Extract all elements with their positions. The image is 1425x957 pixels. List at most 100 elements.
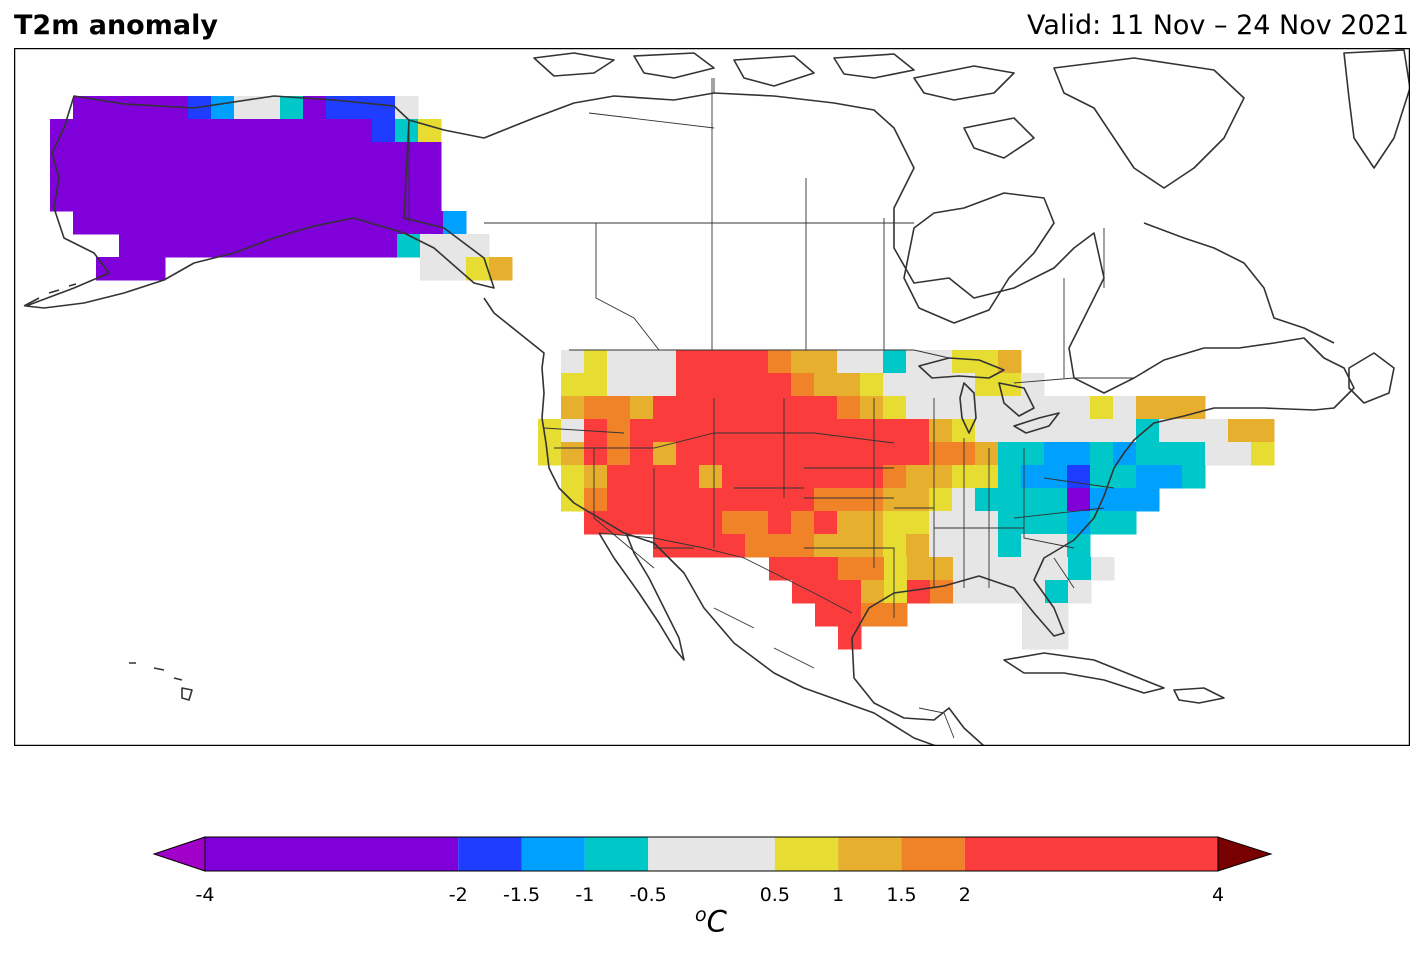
- anomaly-cell: [699, 373, 723, 397]
- anomaly-cell: [280, 119, 304, 143]
- anomaly-cell: [653, 465, 677, 489]
- anomaly-cell: [975, 465, 999, 489]
- anomaly-cell: [653, 419, 677, 443]
- anomaly-cell: [906, 373, 930, 397]
- anomaly-cell: [397, 234, 421, 258]
- valid-period: Valid: 11 Nov – 24 Nov 2021: [1027, 10, 1409, 41]
- anomaly-cell: [860, 373, 884, 397]
- anomaly-cell: [561, 419, 585, 443]
- lake-superior: [918, 357, 1005, 379]
- anomaly-cell: [234, 188, 258, 212]
- anomaly-cell: [1045, 557, 1069, 581]
- anomaly-cell: [860, 396, 884, 420]
- anomaly-cell: [860, 465, 884, 489]
- anomaly-cell: [1067, 534, 1091, 558]
- anomaly-cell: [630, 350, 654, 374]
- anomaly-cell: [722, 373, 746, 397]
- anomaly-cell: [929, 373, 953, 397]
- anomaly-cell: [999, 557, 1023, 581]
- units-degree: o: [695, 904, 707, 926]
- hudson-bay-coastline: [903, 192, 1055, 324]
- anomaly-cell: [930, 580, 954, 604]
- anomaly-cell: [443, 234, 467, 258]
- anomaly-cell: [326, 234, 350, 258]
- anomaly-cell: [975, 350, 999, 374]
- colorbar-tick-label: 0.5: [759, 884, 790, 906]
- anomaly-cell: [280, 234, 304, 258]
- anomaly-cell: [142, 96, 166, 120]
- anomaly-cell: [257, 211, 281, 235]
- anomaly-cell: [1067, 511, 1091, 535]
- anomaly-cell: [699, 511, 723, 535]
- colorbar: [152, 836, 1273, 872]
- anomaly-cell: [838, 626, 862, 650]
- anomaly-cell: [1113, 488, 1137, 512]
- anomaly-cell: [1228, 419, 1252, 443]
- anomaly-cell: [1113, 465, 1137, 489]
- anomaly-cell: [1251, 419, 1275, 443]
- anomaly-cell: [257, 142, 281, 166]
- anomaly-cell: [142, 142, 166, 166]
- anomaly-cell: [418, 165, 442, 189]
- anomaly-cell: [837, 350, 861, 374]
- anomaly-cell: [1182, 396, 1206, 420]
- anomaly-cell: [1044, 396, 1068, 420]
- anomaly-cell: [630, 465, 654, 489]
- colorbar-segment: [901, 837, 965, 871]
- anomaly-cell: [73, 119, 97, 143]
- anomaly-cell: [349, 234, 373, 258]
- anomaly-cell: [584, 511, 608, 535]
- anomaly-cell: [745, 442, 769, 466]
- anomaly-cell: [96, 165, 120, 189]
- anomaly-cell: [676, 465, 700, 489]
- anomaly-cell: [211, 234, 235, 258]
- anomaly-cell: [906, 350, 930, 374]
- anomaly-cell: [1021, 534, 1045, 558]
- anomaly-cell: [1090, 396, 1114, 420]
- anomaly-cell: [374, 211, 398, 235]
- anomaly-cell: [1090, 442, 1114, 466]
- anomaly-cell: [211, 165, 235, 189]
- anomaly-cell: [584, 465, 608, 489]
- map-title: T2m anomaly: [14, 10, 218, 41]
- anomaly-cell: [791, 511, 815, 535]
- anomaly-cell: [372, 142, 396, 166]
- anomaly-cell: [884, 557, 908, 581]
- anomaly-cell: [768, 511, 792, 535]
- anomaly-cell: [1113, 396, 1137, 420]
- anomaly-cell: [119, 142, 143, 166]
- anomaly-cell: [584, 419, 608, 443]
- anomaly-cell: [976, 557, 1000, 581]
- anomaly-cell: [722, 419, 746, 443]
- anomaly-cell: [395, 96, 419, 120]
- anomaly-cell: [653, 534, 677, 558]
- anomaly-cell: [745, 511, 769, 535]
- anomaly-cell: [975, 396, 999, 420]
- anomaly-cell: [188, 119, 212, 143]
- anomaly-cell: [280, 96, 304, 120]
- colorbar-outline: [204, 836, 1219, 872]
- anomaly-cell: [607, 396, 631, 420]
- anomaly-cell: [630, 419, 654, 443]
- anomaly-cell: [998, 419, 1022, 443]
- anomaly-cell: [326, 165, 350, 189]
- anomaly-cell: [860, 350, 884, 374]
- colorbar-tick-label: 1: [832, 884, 845, 906]
- colorbar-segment: [205, 837, 459, 871]
- baja-coastline: [598, 532, 685, 661]
- anomaly-cell: [349, 188, 373, 212]
- anomaly-cell: [815, 603, 839, 627]
- labrador-coastline: [1143, 222, 1335, 344]
- anomaly-cell: [326, 188, 350, 212]
- anomaly-cell: [791, 419, 815, 443]
- anomaly-cell: [630, 488, 654, 512]
- anomaly-cell: [142, 257, 166, 281]
- anomaly-cell: [860, 534, 884, 558]
- anomaly-cell: [1159, 419, 1183, 443]
- lake-huron: [998, 382, 1035, 417]
- anomaly-cell: [883, 534, 907, 558]
- anomaly-cell: [1090, 465, 1114, 489]
- anomaly-cell: [73, 96, 97, 120]
- colorbar-tick-label: -4: [195, 884, 215, 906]
- anomaly-cell: [815, 580, 839, 604]
